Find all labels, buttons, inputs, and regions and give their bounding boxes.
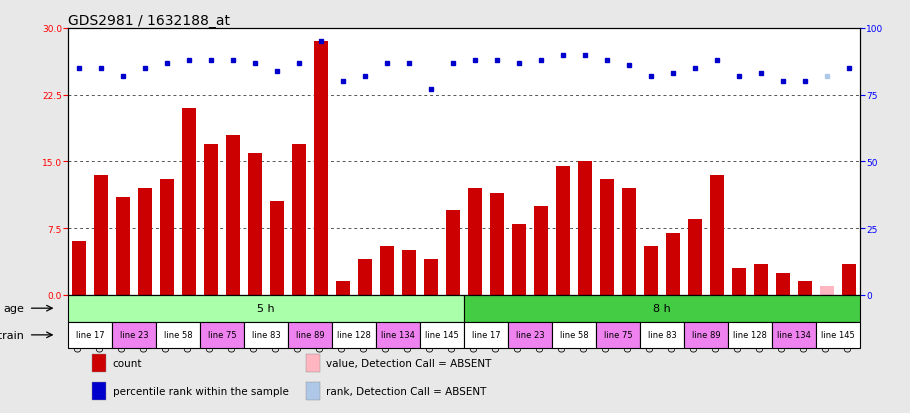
Bar <box>402 251 416 295</box>
Text: count: count <box>113 358 142 368</box>
Bar <box>200 322 244 349</box>
Text: value, Detection Call = ABSENT: value, Detection Call = ABSENT <box>327 358 491 368</box>
Bar <box>490 193 504 295</box>
Text: line 58: line 58 <box>560 330 589 339</box>
Text: age: age <box>4 304 25 313</box>
Bar <box>446 211 460 295</box>
Bar <box>116 197 130 295</box>
Text: line 83: line 83 <box>648 330 676 339</box>
Text: line 89: line 89 <box>296 330 325 339</box>
Text: GDS2981 / 1632188_at: GDS2981 / 1632188_at <box>68 14 230 28</box>
Bar <box>306 382 320 400</box>
Text: line 128: line 128 <box>733 330 767 339</box>
Bar <box>270 202 284 295</box>
Bar <box>424 260 439 295</box>
Bar <box>157 322 200 349</box>
Bar <box>112 322 157 349</box>
Bar <box>288 322 332 349</box>
Text: 8 h: 8 h <box>653 304 671 313</box>
Bar <box>640 322 684 349</box>
Bar <box>728 322 772 349</box>
Text: line 75: line 75 <box>603 330 632 339</box>
Bar <box>600 180 614 295</box>
Bar <box>468 189 482 295</box>
Bar <box>182 109 197 295</box>
Text: line 128: line 128 <box>338 330 371 339</box>
Bar <box>512 224 526 295</box>
Bar <box>248 153 262 295</box>
Text: line 134: line 134 <box>381 330 415 339</box>
Text: line 17: line 17 <box>471 330 500 339</box>
Bar <box>710 176 724 295</box>
Bar <box>666 233 680 295</box>
Bar <box>464 295 860 322</box>
Bar <box>420 322 464 349</box>
Bar <box>842 264 856 295</box>
Bar <box>68 322 112 349</box>
Text: line 145: line 145 <box>425 330 459 339</box>
Text: 5 h: 5 h <box>258 304 275 313</box>
Text: line 23: line 23 <box>516 330 544 339</box>
Bar <box>138 189 152 295</box>
Bar <box>578 162 592 295</box>
Bar <box>92 354 106 373</box>
Text: percentile rank within the sample: percentile rank within the sample <box>113 386 288 396</box>
Bar <box>226 135 240 295</box>
Bar <box>204 144 218 295</box>
Bar <box>160 180 175 295</box>
Text: line 17: line 17 <box>76 330 105 339</box>
Bar <box>376 322 420 349</box>
Bar <box>820 286 834 295</box>
Bar <box>816 322 860 349</box>
Text: strain: strain <box>0 330 25 340</box>
Bar <box>92 382 106 400</box>
Bar <box>556 166 571 295</box>
Bar <box>336 282 350 295</box>
Bar <box>776 273 790 295</box>
Text: line 89: line 89 <box>692 330 721 339</box>
Text: rank, Detection Call = ABSENT: rank, Detection Call = ABSENT <box>327 386 487 396</box>
Bar <box>534 206 548 295</box>
Bar <box>306 354 320 373</box>
Text: line 134: line 134 <box>777 330 811 339</box>
Bar <box>464 322 508 349</box>
Bar <box>332 322 376 349</box>
Bar <box>314 42 329 295</box>
Text: line 145: line 145 <box>821 330 854 339</box>
Bar <box>688 220 703 295</box>
Bar <box>68 295 464 322</box>
Text: line 58: line 58 <box>164 330 193 339</box>
Bar <box>622 189 636 295</box>
Bar <box>753 264 768 295</box>
Bar <box>94 176 108 295</box>
Bar <box>292 144 307 295</box>
Bar <box>684 322 728 349</box>
Text: line 83: line 83 <box>252 330 280 339</box>
Text: line 23: line 23 <box>120 330 148 339</box>
Bar <box>798 282 812 295</box>
Bar <box>508 322 552 349</box>
Bar <box>644 246 658 295</box>
Bar <box>380 246 394 295</box>
Bar <box>596 322 640 349</box>
Bar <box>72 242 86 295</box>
Bar <box>772 322 816 349</box>
Bar <box>358 260 372 295</box>
Bar <box>244 322 288 349</box>
Text: line 75: line 75 <box>207 330 237 339</box>
Bar <box>552 322 596 349</box>
Bar <box>732 268 746 295</box>
